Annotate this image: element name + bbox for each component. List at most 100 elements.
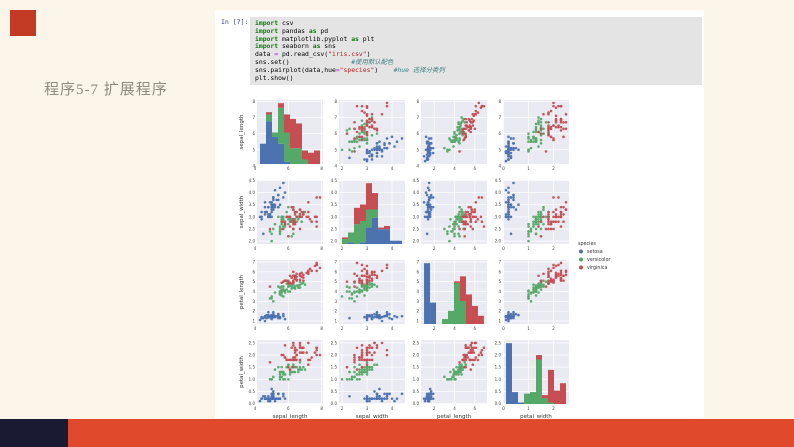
- y-tick-label: 0.0: [413, 401, 420, 406]
- x-tick-label: 2: [552, 406, 555, 411]
- x-tick-label: 0: [502, 246, 505, 251]
- y-tick-label: 7: [498, 259, 501, 264]
- x-tick-label: 4: [254, 406, 257, 411]
- y-tick-label: 2.5: [495, 340, 502, 345]
- y-tick-label: 1.5: [249, 365, 256, 370]
- x-tick-label: 3: [366, 166, 369, 171]
- x-tick-label: 2: [341, 166, 344, 171]
- x-tick-label: 4: [391, 406, 394, 411]
- y-tick-label: 1.0: [249, 377, 256, 382]
- code-line: import pandas as pd: [255, 26, 329, 35]
- y-tick-label: 4: [416, 163, 419, 168]
- code-cell[interactable]: import csv import pandas as pd import matp…: [250, 17, 702, 85]
- x-tick-label: 4: [453, 406, 456, 411]
- y-tick-label: 5: [334, 279, 337, 284]
- y-tick-label: 3.5: [331, 202, 338, 207]
- y-tick-label: 1.5: [331, 365, 338, 370]
- y-axis-label: petal_width: [239, 356, 245, 388]
- y-tick-label: 4.5: [495, 178, 502, 183]
- x-tick-label: 3: [366, 406, 369, 411]
- y-tick-label: 5: [334, 147, 337, 152]
- x-tick-label: 2: [341, 326, 344, 331]
- footer-bar-red: [68, 419, 794, 447]
- y-tick-label: 3.5: [249, 202, 256, 207]
- x-tick-label: 4: [391, 166, 394, 171]
- y-tick-label: 4.0: [495, 190, 502, 195]
- y-tick-label: 0.0: [495, 401, 502, 406]
- y-tick-label: 6: [498, 269, 501, 274]
- x-tick-label: 1: [527, 326, 530, 331]
- x-tick-label: 6: [474, 406, 477, 411]
- y-tick-label: 2: [252, 309, 255, 314]
- y-tick-label: 2.5: [331, 226, 338, 231]
- x-tick-label: 2: [552, 246, 555, 251]
- y-tick-label: 4.0: [249, 190, 256, 195]
- y-tick-label: 2.0: [413, 239, 420, 244]
- x-axis-label: sepal_length: [273, 414, 308, 420]
- x-tick-label: 2: [433, 326, 436, 331]
- x-axis-label: petal_length: [437, 414, 472, 420]
- y-axis-label: sepal_length: [239, 114, 245, 149]
- y-tick-label: 1.0: [331, 377, 338, 382]
- y-tick-label: 2.0: [413, 353, 420, 358]
- y-tick-label: 7: [416, 115, 419, 120]
- x-tick-label: 6: [287, 406, 290, 411]
- x-tick-label: 8: [320, 166, 323, 171]
- y-tick-label: 6: [416, 131, 419, 136]
- x-axis-label: petal_width: [520, 414, 552, 420]
- y-tick-label: 7: [252, 259, 255, 264]
- x-tick-label: 6: [474, 166, 477, 171]
- code-line: import csv: [255, 19, 294, 27]
- y-tick-label: 2.5: [331, 340, 338, 345]
- x-tick-label: 0: [502, 166, 505, 171]
- y-tick-label: 6: [334, 269, 337, 274]
- corner-accent-square: [10, 10, 36, 36]
- x-tick-label: 3: [366, 326, 369, 331]
- y-tick-label: 8: [498, 99, 501, 104]
- y-tick-label: 2.5: [413, 340, 420, 345]
- y-tick-label: 1: [252, 319, 255, 324]
- y-tick-label: 5: [252, 279, 255, 284]
- code-line: sns.pairplot(data,hue="species") #hue 选择…: [255, 65, 445, 74]
- y-tick-label: 2.0: [495, 239, 502, 244]
- pairplot-panel-sepal_length-sepal_width: 2 3 4 4 5 6 7 8: [334, 99, 405, 171]
- x-tick-label: 6: [287, 166, 290, 171]
- pairplot-panel-petal_width-petal_width: 0 1 2 0.0 0.5 1.0 1.5 2.0 2.5: [495, 340, 569, 411]
- y-tick-label: 0.5: [249, 389, 256, 394]
- y-tick-label: 3: [252, 299, 255, 304]
- y-tick-label: 4: [334, 289, 337, 294]
- y-tick-label: 1: [416, 319, 419, 324]
- legend: species setosa versicolor virginica: [578, 241, 610, 271]
- y-tick-label: 0.0: [331, 401, 338, 406]
- x-tick-label: 6: [474, 326, 477, 331]
- x-tick-label: 4: [254, 246, 257, 251]
- y-tick-label: 4.0: [413, 190, 420, 195]
- x-tick-label: 2: [433, 166, 436, 171]
- code-line: sns.set() #使用默认配色: [255, 57, 394, 66]
- x-tick-label: 8: [320, 406, 323, 411]
- y-tick-label: 1: [334, 319, 337, 324]
- y-tick-label: 6: [252, 269, 255, 274]
- y-tick-label: 2.5: [249, 340, 256, 345]
- y-tick-label: 4.5: [249, 178, 256, 183]
- y-tick-label: 7: [498, 115, 501, 120]
- y-tick-label: 4: [498, 289, 501, 294]
- pairplot-panel-sepal_width-sepal_length: 4 6 8 2.0 2.5 3.0 3.5 4.0 4.5: [249, 178, 324, 251]
- y-tick-label: 8: [252, 99, 255, 104]
- y-tick-label: 2.0: [249, 353, 256, 358]
- x-tick-label: 1: [527, 406, 530, 411]
- footer-bar-navy: [0, 419, 68, 447]
- x-tick-label: 2: [341, 246, 344, 251]
- legend-marker: [579, 249, 583, 254]
- pairplot-panel-petal_width-petal_length: 2 4 6 0.0 0.5 1.0 1.5 2.0 2.5: [413, 340, 487, 411]
- x-tick-label: 2: [433, 406, 436, 411]
- code-editor[interactable]: import csv import pandas as pd import matp…: [250, 17, 702, 85]
- y-tick-label: 6: [498, 131, 501, 136]
- y-tick-label: 7: [252, 115, 255, 120]
- x-tick-label: 3: [366, 246, 369, 251]
- legend-title: species: [578, 241, 596, 247]
- y-tick-label: 6: [252, 131, 255, 136]
- x-tick-label: 4: [254, 166, 257, 171]
